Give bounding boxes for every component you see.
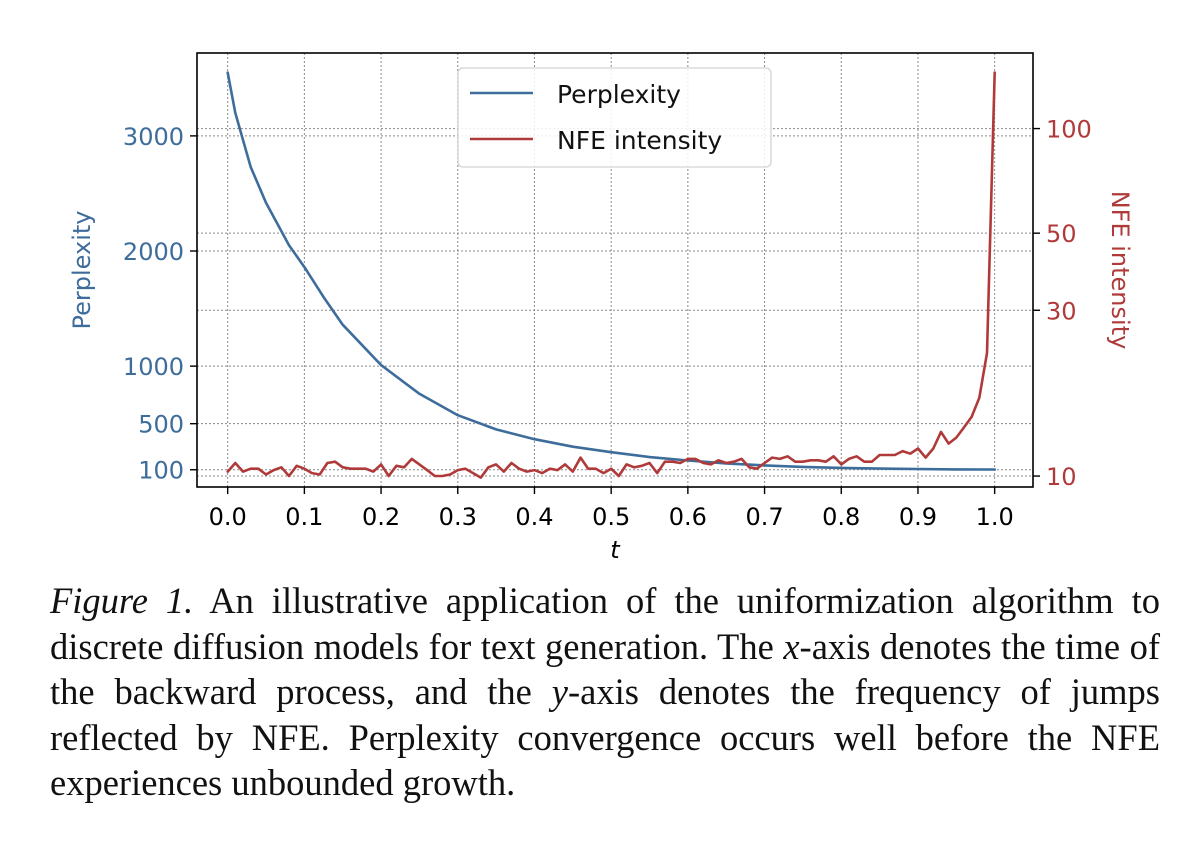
- legend-label-perplexity: Perplexity: [557, 80, 681, 109]
- right-axis-label: NFE intensity: [1106, 191, 1134, 350]
- caption-math-y: y: [551, 671, 568, 712]
- caption-text-2: -axis denotes the time of the backward p…: [50, 625, 1160, 713]
- x-tick-label: 0.4: [515, 503, 553, 531]
- series-line-perplexity: [226, 71, 997, 471]
- x-tick-label: 0.9: [899, 503, 937, 531]
- x-tick-label: 0.1: [285, 503, 323, 531]
- x-tick-label: 0.3: [439, 503, 477, 531]
- left-y-tick-label: 2000: [123, 238, 184, 266]
- x-tick-label: 0.6: [669, 503, 707, 531]
- caption-text-3: -axis denotes the frequency of jumps ref…: [50, 671, 1161, 803]
- right-y-tick-label: 100: [1046, 116, 1092, 144]
- legend: Perplexity NFE intensity: [457, 67, 772, 168]
- x-tick-label: 0.2: [362, 503, 400, 531]
- legend-label-nfe: NFE intensity: [557, 126, 722, 155]
- left-y-tick-label: 100: [138, 457, 184, 485]
- right-y-tick-label: 30: [1046, 297, 1077, 325]
- caption-label: Figure 1.: [50, 580, 194, 621]
- left-y-tick-label: 1000: [123, 353, 184, 381]
- x-tick-label: 0.5: [592, 503, 630, 531]
- plot-frame: [196, 52, 1034, 488]
- series-layer: [226, 71, 997, 479]
- x-tick-label: 1.0: [976, 503, 1014, 531]
- axes: 0.0 0.1 0.2 0.3 0.4 0.5 0.6 0.7 0.8 0.9 1.0 100 500 1…: [123, 116, 1092, 531]
- left-y-tick-label: 3000: [123, 123, 184, 151]
- chart: 0.0 0.1 0.2 0.3 0.4 0.5 0.6 0.7 0.8 0.9 1.0 100 500 1…: [68, 52, 1134, 560]
- right-y-tick-label: 10: [1046, 463, 1077, 491]
- legend-box: [457, 67, 772, 168]
- figure-caption: Figure 1. An illustrative application of…: [50, 578, 1160, 806]
- x-tick-label: 0.7: [745, 503, 783, 531]
- caption-math-x: x: [783, 625, 800, 667]
- caption-text-1: An illustrative application of the unifo…: [50, 580, 1160, 667]
- series-line-nfe-intensity: [226, 71, 997, 479]
- right-y-tick-label: 50: [1046, 220, 1077, 248]
- x-tick-label: 0.8: [822, 503, 860, 531]
- x-axis-label: t: [610, 536, 621, 560]
- x-tick-label: 0.0: [209, 503, 247, 531]
- left-axis-label: Perplexity: [68, 211, 96, 330]
- figure: 0.0 0.1 0.2 0.3 0.4 0.5 0.6 0.7 0.8 0.9 1.0 100 500 1…: [68, 52, 1134, 560]
- left-y-tick-label: 500: [138, 411, 184, 439]
